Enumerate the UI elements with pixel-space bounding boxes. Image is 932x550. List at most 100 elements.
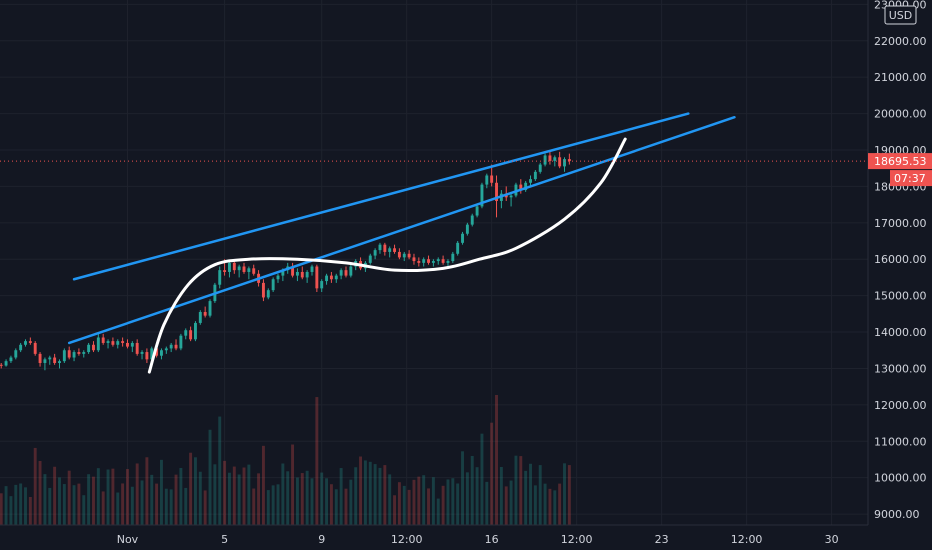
curve-drawing [147,137,627,374]
volume-bar [106,469,110,525]
volume-bar [87,474,91,525]
time-tick-label: 16 [485,533,499,546]
candle-body [24,341,27,345]
candle-body [300,271,304,278]
candle-body [261,282,265,298]
volume-bar [38,460,42,525]
volume-bar [82,495,86,525]
volume-bar [504,486,508,525]
volume-bar [305,470,309,525]
candle-body [349,266,353,276]
volume-bar [441,485,445,525]
volume-bar [475,467,479,525]
volume-bar [461,451,464,525]
time-tick-label: 12:00 [731,533,763,546]
candle-body [451,253,455,262]
volume-bar [261,445,265,525]
candle-body [208,301,212,316]
candle-body [402,253,406,258]
volume-bar [126,469,129,525]
volume-bar [490,422,494,525]
volume-bar [257,473,261,525]
candle-body [203,312,207,316]
price-tick-label: 9000.00 [874,508,920,521]
grid [0,0,868,525]
candle-body [533,171,537,180]
volume-bar [28,496,32,525]
candle-body [164,348,168,351]
price-tick-label: 20000.00 [874,108,927,121]
volume-bar [19,483,23,525]
price-tick-label: 10000.00 [874,472,927,485]
price-axis-ticks: 9000.00 10000.00 11000.00 12000.00 13000.00 1… [874,0,927,521]
volume-bar [96,468,100,525]
volume-bar [368,461,372,525]
candle-body [184,330,188,336]
curve-line[interactable] [147,137,627,374]
candle-body [237,266,241,271]
volume-bar [485,481,489,525]
time-tick-label: 9 [318,533,325,546]
volume-bar [465,472,469,525]
candle-body [160,350,163,356]
candle-body [446,261,450,263]
volume-bar [203,490,207,525]
candle-body [339,270,343,276]
channel-line-lower[interactable] [67,115,736,345]
volume-bar [116,492,120,525]
channel-line-upper[interactable] [72,112,690,281]
volume-bar [77,483,81,525]
volume-bar [150,474,154,525]
volume-bar [179,467,183,525]
price-tick-label: 11000.00 [874,435,927,448]
time-tick-label: 23 [655,533,669,546]
candle-body [126,342,129,347]
volume-bar [208,429,212,525]
candle-body [150,348,154,360]
countdown-badge [890,170,932,187]
candle-body [111,341,115,345]
volume-bar [543,483,547,525]
volume-bar [393,495,397,525]
candle-body [305,271,309,278]
volume-bar [436,498,440,525]
volume-bar [271,485,275,525]
volume-bar [291,444,295,525]
last-price-label: 18695.53 [874,155,927,168]
candle-body [155,348,159,356]
price-axis-panel[interactable] [868,0,932,550]
volume-bar [198,471,202,525]
volume-bar [193,457,197,525]
candle-body [310,266,314,272]
candle-body [373,250,377,256]
candle-body [82,352,86,354]
volume-bar [480,433,484,525]
volume-bar [276,484,280,525]
volume-bar [548,488,552,525]
volume-bar [218,416,222,525]
volume-bar [529,463,532,525]
currency-badge[interactable] [884,5,917,25]
candle-body [58,361,61,363]
candle-body [431,261,435,263]
time-axis-ticks[interactable]: Nov 5 9 12:00 16 12:00 23 12:00 30 [117,533,839,546]
volume-bar [286,471,290,525]
volume-bar [0,493,3,525]
candle-body [524,182,528,191]
candle-body [145,352,149,360]
volume-bar [48,487,52,525]
candle-body [101,337,105,343]
candle-body [38,353,42,363]
candle-body [456,242,460,254]
candle-body [247,268,251,272]
currency-label: USD [889,9,913,22]
candle-body [48,357,52,360]
volume-bar [329,484,333,525]
candle-body [553,157,557,161]
volume-bar [334,489,338,525]
volume-bar [58,477,61,525]
candle-body [295,271,299,276]
volume-bar [388,474,392,525]
volume-bar [62,484,66,525]
